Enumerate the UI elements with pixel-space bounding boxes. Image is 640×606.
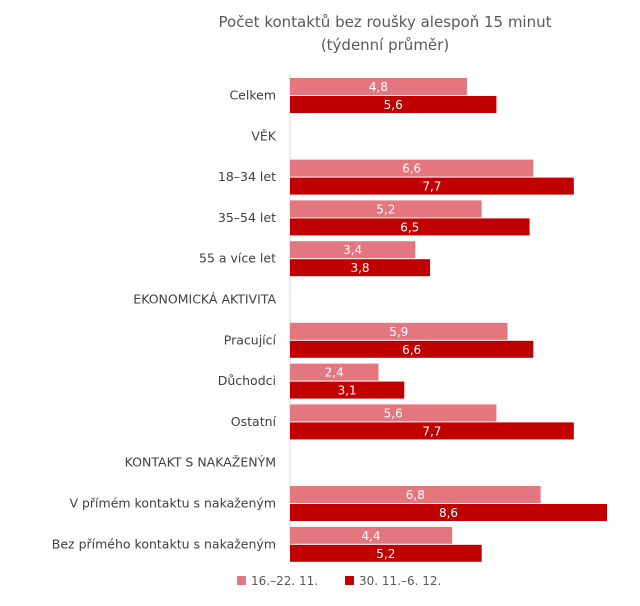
data-label: 7,7 (422, 180, 441, 194)
data-label: 5,2 (376, 547, 395, 561)
category-label: Důchodci (218, 373, 276, 388)
category-label: EKONOMICKÁ AKTIVITA (133, 292, 276, 307)
category-label: Bez přímého kontaktu s nakaženým (52, 536, 276, 551)
data-label: 4,4 (362, 529, 381, 543)
chart-subtitle: (týdenní průměr) (321, 36, 449, 54)
bar-first-period (290, 322, 508, 340)
bar-second-period (290, 381, 405, 399)
bar-first-period (290, 363, 379, 381)
data-label: 5,6 (384, 98, 403, 112)
data-label: 8,6 (439, 506, 458, 520)
data-label: 6,6 (402, 162, 421, 176)
data-label: 5,9 (389, 325, 408, 339)
bar-first-period (290, 78, 467, 95)
chart-title: Počet kontaktů bez roušky alespoň 15 min… (219, 13, 552, 31)
data-label: 5,6 (384, 406, 403, 420)
category-label: Celkem (229, 88, 276, 103)
data-label: 3,1 (338, 384, 357, 398)
bar-second-period (290, 544, 482, 562)
legend-swatch (345, 576, 354, 585)
legend-swatch (237, 576, 246, 585)
bar-first-period (290, 486, 541, 503)
data-label: 6,8 (406, 488, 425, 502)
data-label: 6,6 (402, 343, 421, 357)
data-label: 3,8 (350, 261, 369, 275)
bar-first-period (290, 159, 534, 177)
bar-first-period (290, 404, 497, 422)
category-label: 35–54 let (218, 210, 276, 225)
bar-first-period (290, 200, 482, 218)
legend: 16.–22. 11. 30. 11.–6. 12. (237, 574, 441, 588)
category-label: 55 a více let (199, 251, 276, 266)
category-label: KONTAKT S NAKAŽENÝM (125, 455, 276, 470)
bar-second-period (290, 504, 607, 521)
data-label: 6,5 (400, 220, 419, 234)
bar-second-period (290, 340, 534, 358)
data-label: 5,2 (376, 202, 395, 216)
bar-second-period (290, 259, 431, 277)
bar-first-period (290, 526, 453, 544)
category-label: Ostatní (231, 414, 277, 429)
bar-first-period (290, 241, 416, 259)
category-label: V přímém kontaktu s nakaženým (69, 496, 276, 511)
data-label: 7,7 (422, 424, 441, 438)
data-label: 3,4 (343, 243, 362, 257)
category-label: 18–34 let (218, 169, 276, 184)
legend-label: 16.–22. 11. (251, 574, 318, 588)
legend-label: 30. 11.–6. 12. (359, 574, 441, 588)
data-label: 2,4 (325, 366, 344, 380)
bar-second-period (290, 422, 574, 440)
category-label: Pracující (224, 332, 277, 347)
bar-second-period (290, 218, 530, 236)
bar-second-period (290, 96, 497, 113)
bar-second-period (290, 177, 574, 195)
data-label: 4,8 (369, 80, 388, 94)
category-label: VĚK (251, 128, 276, 143)
